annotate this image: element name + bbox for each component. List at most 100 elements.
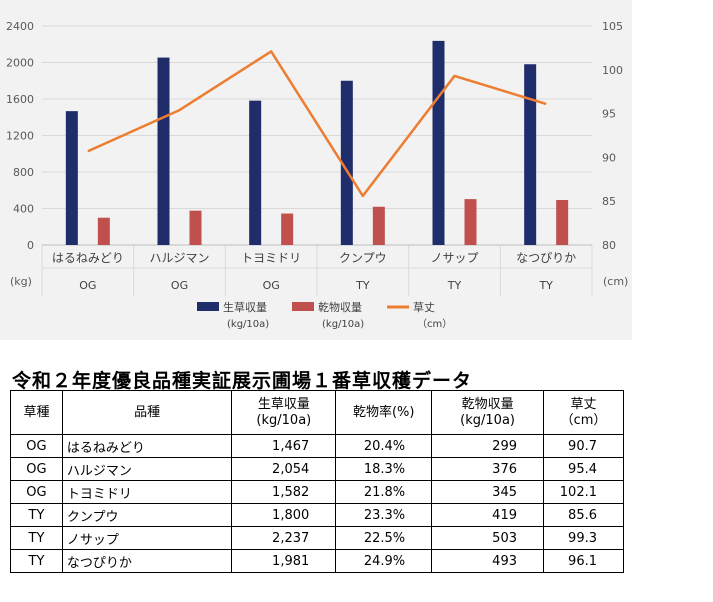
- table-cell: 2,054: [231, 457, 337, 481]
- table-cell: 419: [431, 503, 544, 527]
- table-cell: 20.4%: [335, 434, 433, 458]
- y-left-tick-label: 1600: [6, 93, 34, 106]
- table-cell: はるねみどり: [61, 434, 233, 458]
- column-header: 草種: [10, 390, 63, 435]
- table-cell: ハルジマン: [61, 457, 233, 481]
- table-cell: 299: [431, 434, 544, 458]
- table-cell: TY: [10, 526, 63, 550]
- bar-dry-yield: [189, 210, 202, 245]
- y-right-tick-label: 80: [602, 239, 616, 252]
- y-left-tick-label: 2000: [6, 57, 34, 70]
- legend-unit: （cm）: [417, 318, 452, 330]
- x-group-label: OG: [79, 279, 96, 292]
- table-cell: 96.1: [543, 549, 624, 573]
- bar-dry-yield: [281, 213, 294, 245]
- x-category-label: クンプウ: [339, 251, 387, 265]
- legend-label: 生草収量: [223, 300, 267, 314]
- y-left-tick-label: 400: [13, 203, 34, 216]
- table-row: OG ハルジマン 2,054 18.3% 376 95.4: [10, 457, 624, 481]
- table-cell: 24.9%: [335, 549, 433, 573]
- y-right-tick-label: 100: [602, 64, 623, 77]
- table-cell: OG: [10, 480, 63, 504]
- y-left-tick-label: 0: [27, 239, 34, 252]
- table-row: OG トヨミドリ 1,582 21.8% 345 102.1: [10, 480, 624, 504]
- table-cell: 18.3%: [335, 457, 433, 481]
- bar-dry-yield: [556, 200, 569, 245]
- table-cell: 21.8%: [335, 480, 433, 504]
- table-cell: OG: [10, 457, 63, 481]
- table-cell: 1,467: [231, 434, 337, 458]
- bar-fresh-yield: [157, 57, 170, 246]
- table-cell: クンプウ: [61, 503, 233, 527]
- bar-dry-yield: [97, 217, 110, 245]
- table-row: TY クンプウ 1,800 23.3% 419 85.6: [10, 503, 624, 527]
- x-category-label: なつぴりか: [516, 251, 576, 265]
- bar-fresh-yield: [65, 111, 78, 245]
- page-title: 令和２年度優良品種実証展示圃場１番草収穫データ: [12, 370, 473, 392]
- table-cell: 99.3: [543, 526, 624, 550]
- column-header: 生草収量 (kg/10a): [231, 390, 337, 435]
- table-cell: 503: [431, 526, 544, 550]
- y-right-tick-label: 85: [602, 195, 616, 208]
- bar-fresh-yield: [340, 80, 353, 245]
- harvest-data-table: 草種 品種 生草収量 (kg/10a) 乾物率(%) 乾物収量 (kg/10a) 草丈 （cm）…: [10, 390, 624, 573]
- table-cell: 493: [431, 549, 544, 573]
- bar-dry-yield: [464, 199, 477, 245]
- table-row: OG はるねみどり 1,467 20.4% 299 90.7: [10, 434, 624, 458]
- x-category-label: ハルジマン: [149, 251, 209, 265]
- chart-area: 0 400 800 1200 1600 2000 2400 80 85 90 95 100 105 (kg…: [0, 0, 632, 340]
- y-right-tick-label: 95: [602, 108, 616, 121]
- x-group-label: TY: [447, 279, 462, 292]
- bar-dry-yield: [372, 206, 385, 245]
- column-header: 乾物率(%): [335, 390, 433, 435]
- y-left-axis-label: (kg): [10, 275, 32, 288]
- table-cell: 95.4: [543, 457, 624, 481]
- table-cell: OG: [10, 434, 63, 458]
- bar-fresh-yield: [432, 40, 445, 245]
- column-header: 草丈 （cm）: [543, 390, 624, 435]
- table-cell: 1,582: [231, 480, 337, 504]
- bar-fresh-yield: [249, 100, 262, 245]
- table-cell: 102.1: [543, 480, 624, 504]
- y-left-tick-label: 1200: [6, 130, 34, 143]
- table-cell: TY: [10, 549, 63, 573]
- table-cell: 1,981: [231, 549, 337, 573]
- legend-unit: (kg/10a): [227, 319, 269, 330]
- table-body: OG はるねみどり 1,467 20.4% 299 90.7 OG ハルジマン 2,054 18.…: [10, 434, 624, 573]
- x-group-label: TY: [538, 279, 553, 292]
- table-row: TY なつぴりか 1,981 24.9% 493 96.1: [10, 549, 624, 573]
- table-cell: 2,237: [231, 526, 337, 550]
- y-left-tick-label: 800: [13, 166, 34, 179]
- table-row: TY ノサップ 2,237 22.5% 503 99.3: [10, 526, 624, 550]
- table-cell: 376: [431, 457, 544, 481]
- table-cell: TY: [10, 503, 63, 527]
- x-group-label: TY: [355, 279, 370, 292]
- legend-swatch: [292, 302, 314, 311]
- table-cell: 85.6: [543, 503, 624, 527]
- legend-unit: (kg/10a): [322, 319, 364, 330]
- y-right-axis-label: (cm): [603, 275, 628, 288]
- x-group-label: OG: [171, 279, 188, 292]
- y-right-tick-label: 90: [602, 151, 616, 164]
- x-category-label: ノサップ: [430, 251, 478, 265]
- table-cell: 90.7: [543, 434, 624, 458]
- legend-label: 乾物収量: [318, 300, 362, 314]
- legend-swatch: [197, 302, 219, 311]
- table-cell: 23.3%: [335, 503, 433, 527]
- bar-fresh-yield: [524, 64, 537, 245]
- y-left-tick-label: 2400: [6, 20, 34, 33]
- x-category-label: トヨミドリ: [241, 251, 301, 265]
- combo-chart: 0 400 800 1200 1600 2000 2400 80 85 90 95 100 105 (kg…: [6, 20, 628, 330]
- x-group-label: OG: [263, 279, 280, 292]
- column-header: 品種: [61, 390, 233, 435]
- table-cell: 22.5%: [335, 526, 433, 550]
- x-category-label: はるねみどり: [52, 251, 124, 265]
- legend-label: 草丈: [413, 301, 435, 314]
- table-cell: なつぴりか: [61, 549, 233, 573]
- y-right-tick-label: 105: [602, 20, 623, 33]
- line-plant-height: [87, 50, 547, 198]
- table-cell: ノサップ: [61, 526, 233, 550]
- table-cell: 1,800: [231, 503, 337, 527]
- table-header-row: 草種 品種 生草収量 (kg/10a) 乾物率(%) 乾物収量 (kg/10a) 草丈 （cm）: [10, 390, 624, 435]
- table-cell: 345: [431, 480, 544, 504]
